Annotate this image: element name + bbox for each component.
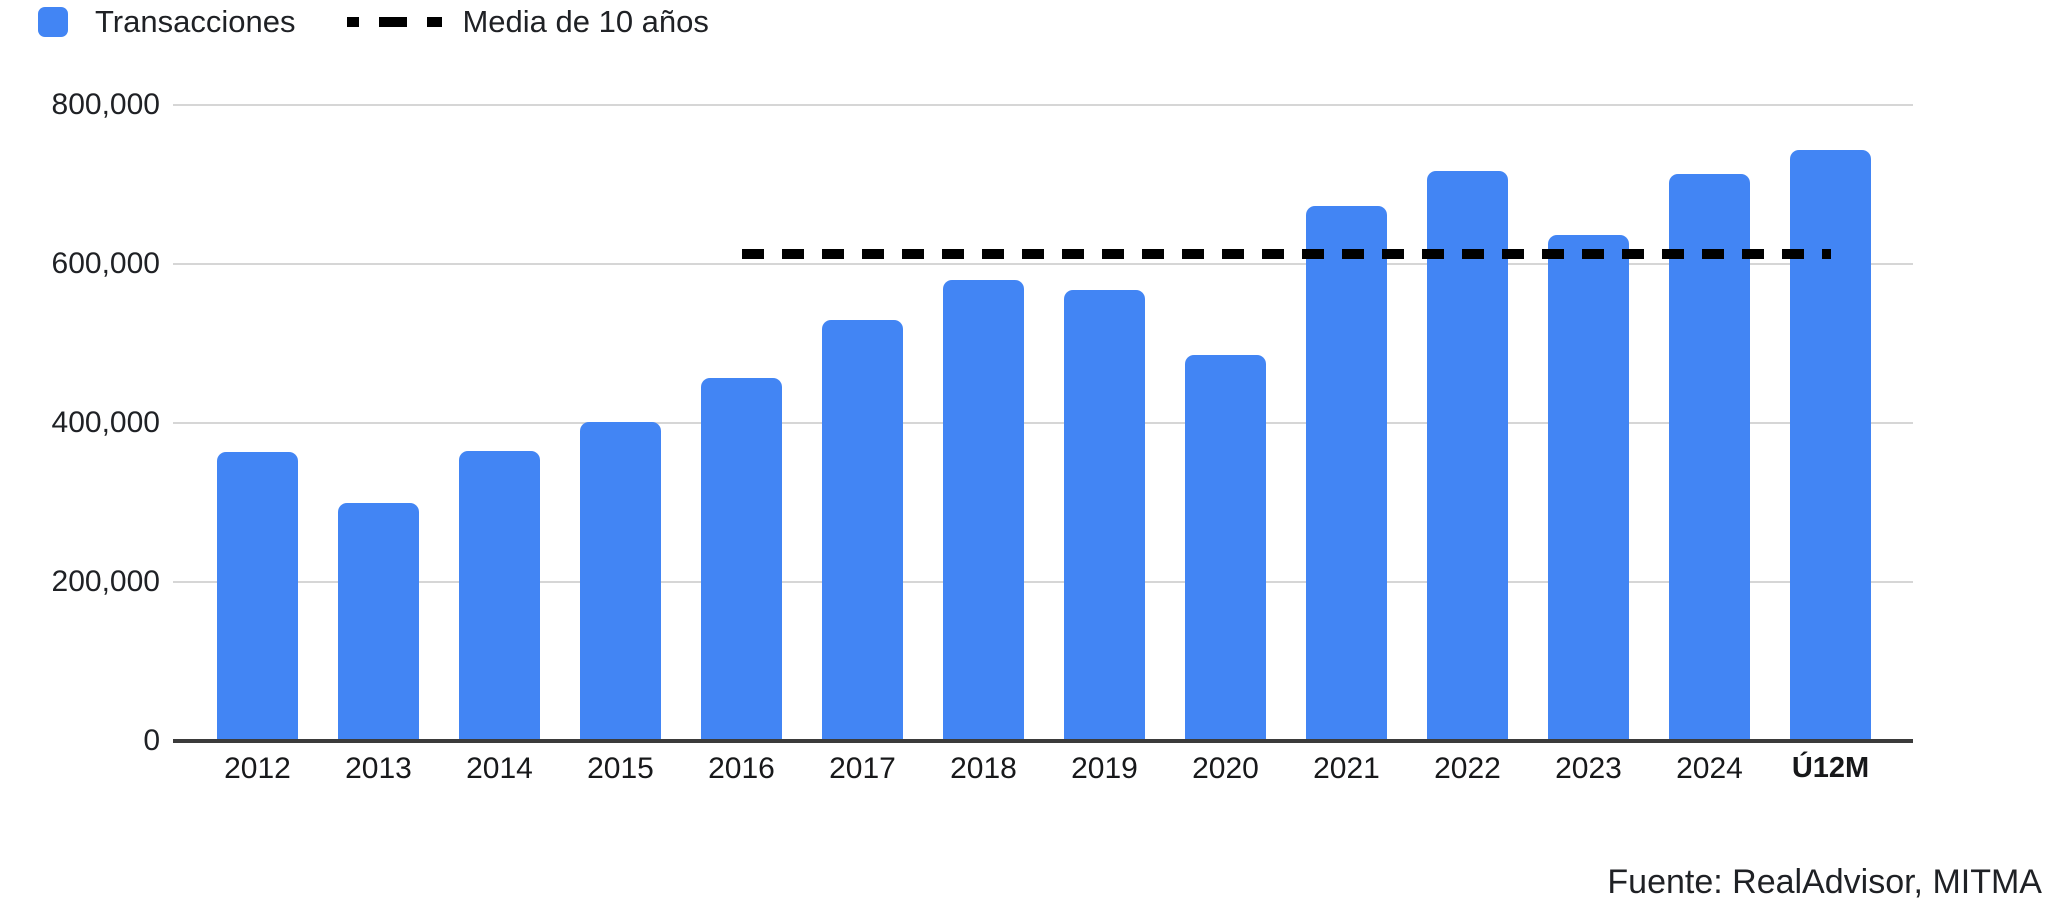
- x-tick-label-2016: 2016: [708, 752, 775, 785]
- bar-2022: [1427, 171, 1508, 741]
- y-tick-label-0: 0: [143, 724, 160, 757]
- y-tick-label-200000: 200,000: [51, 565, 160, 598]
- bar-2018: [943, 279, 1024, 741]
- x-tick-label-Ú12M: Ú12M: [1791, 752, 1870, 784]
- bars-container: [197, 105, 1891, 741]
- bar-2013: [338, 502, 419, 741]
- source-attribution: Fuente: RealAdvisor, MITMA: [1607, 863, 2042, 901]
- bar-slot-Ú12M: [1770, 105, 1891, 741]
- bar-slot-2021: [1286, 105, 1407, 741]
- transacciones-swatch-icon: [38, 7, 68, 37]
- bar-slot-2020: [1165, 105, 1286, 741]
- y-tick-label-600000: 600,000: [51, 247, 160, 280]
- bar-2023: [1548, 234, 1629, 741]
- chart-legend: Transacciones Media de 10 años: [38, 4, 709, 40]
- legend-media-label: Media de 10 años: [462, 4, 709, 39]
- x-tick-label-2015: 2015: [587, 752, 654, 785]
- bar-slot-2018: [923, 105, 1044, 741]
- bar-2017: [822, 319, 903, 741]
- x-tick-label-2023: 2023: [1555, 752, 1622, 785]
- x-tick-label-2014: 2014: [466, 752, 533, 785]
- x-tick-label-2018: 2018: [950, 752, 1017, 785]
- bar-slot-2016: [681, 105, 802, 741]
- bar-slot-2013: [318, 105, 439, 741]
- x-tick-label-2022: 2022: [1434, 752, 1501, 785]
- bar-2014: [459, 450, 540, 741]
- y-tick-label-800000: 800,000: [51, 88, 160, 121]
- bar-2024: [1669, 174, 1750, 741]
- bar-2012: [217, 451, 298, 741]
- gridline-400000: [173, 422, 1913, 424]
- x-tick-label-2020: 2020: [1192, 752, 1259, 785]
- bar-slot-2023: [1528, 105, 1649, 741]
- legend-transacciones-label: Transacciones: [95, 4, 296, 39]
- legend-item-media: Media de 10 años: [347, 4, 709, 40]
- bar-slot-2015: [560, 105, 681, 741]
- bar-Ú12M: [1790, 150, 1871, 741]
- bar-slot-2014: [439, 105, 560, 741]
- x-axis-labels: 2012 2013 2014 2015 2016 2017 2018 2019 2020 2021…: [197, 752, 1891, 786]
- gridline-200000: [173, 581, 1913, 583]
- x-tick-label-2017: 2017: [829, 752, 896, 785]
- gridline-800000: [173, 104, 1913, 106]
- bar-slot-2024: [1649, 105, 1770, 741]
- bar-2019: [1064, 290, 1145, 741]
- bar-slot-2019: [1044, 105, 1165, 741]
- dashed-line-icon: [347, 17, 443, 27]
- legend-item-transacciones: Transacciones: [38, 4, 295, 40]
- x-tick-label-2013: 2013: [345, 752, 412, 785]
- bar-slot-2012: [197, 105, 318, 741]
- x-axis-line: [173, 739, 1913, 743]
- gridline-600000: [173, 263, 1913, 265]
- x-tick-label-2021: 2021: [1313, 752, 1380, 785]
- bar-slot-2022: [1407, 105, 1528, 741]
- bar-slot-2017: [802, 105, 923, 741]
- bar-2015: [580, 422, 661, 741]
- media-10-anos-line: [741, 249, 1831, 260]
- y-tick-label-400000: 400,000: [51, 406, 160, 439]
- bar-2016: [701, 377, 782, 741]
- x-tick-label-2024: 2024: [1676, 752, 1743, 785]
- plot-area: [173, 104, 1913, 743]
- bar-2020: [1185, 354, 1266, 741]
- bar-2021: [1306, 205, 1387, 741]
- x-tick-label-2019: 2019: [1071, 752, 1138, 785]
- x-tick-label-2012: 2012: [224, 752, 291, 785]
